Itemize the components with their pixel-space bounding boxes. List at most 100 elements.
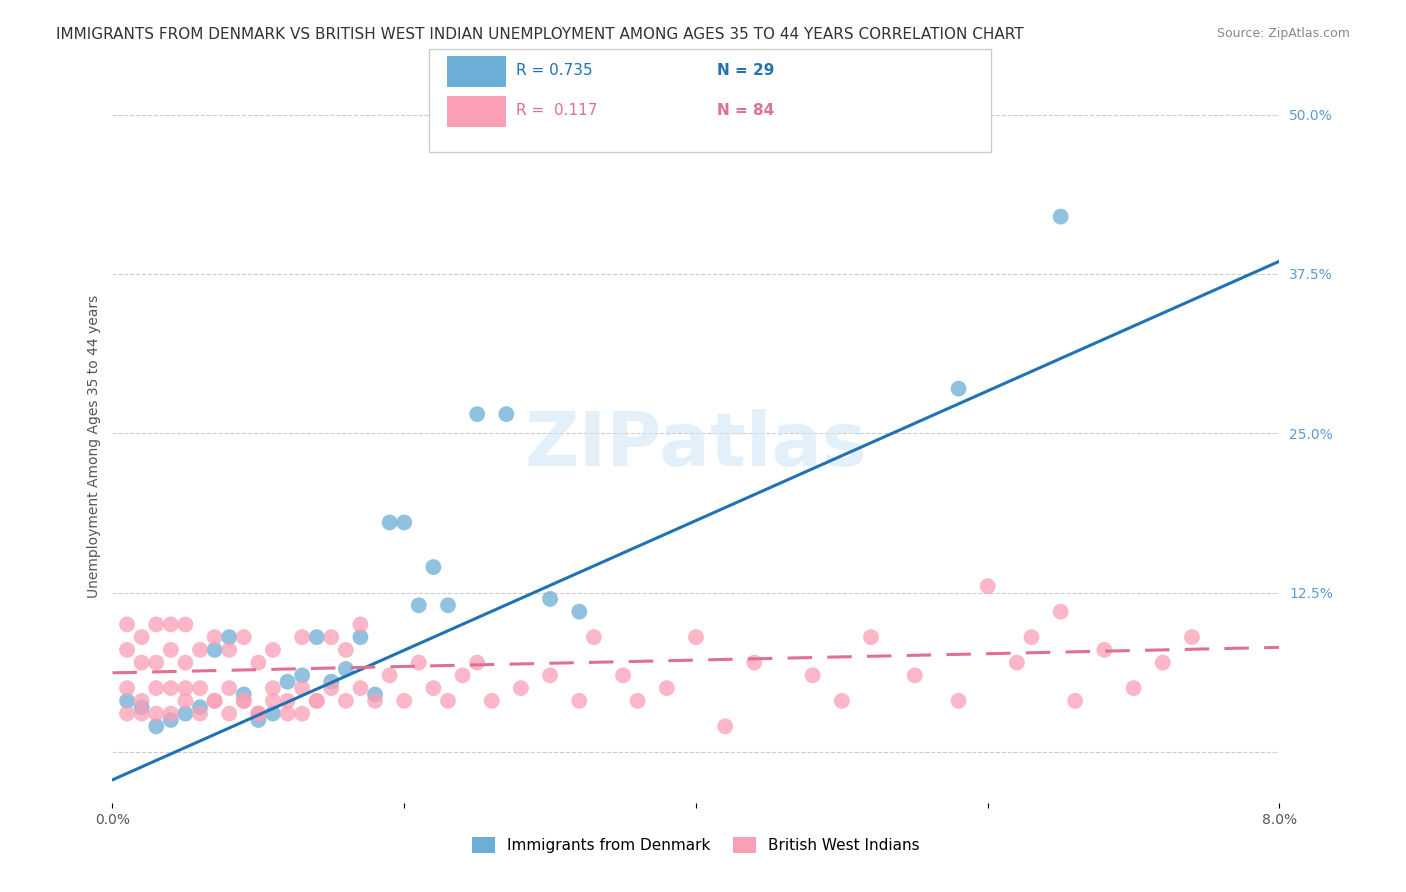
Point <box>349 630 371 644</box>
Point <box>115 681 138 695</box>
Text: N = 84: N = 84 <box>717 103 775 118</box>
Point <box>394 694 416 708</box>
Point <box>160 617 183 632</box>
Point <box>160 706 183 721</box>
Point <box>145 681 167 695</box>
Point <box>232 694 254 708</box>
Point <box>904 668 927 682</box>
Point <box>218 681 240 695</box>
Point <box>976 579 998 593</box>
Point <box>714 719 737 733</box>
Point <box>247 713 270 727</box>
Point <box>509 681 531 695</box>
Point <box>349 617 371 632</box>
Point <box>131 630 153 644</box>
Point <box>335 643 357 657</box>
Point <box>174 706 197 721</box>
Text: R =  0.117: R = 0.117 <box>516 103 598 118</box>
Point <box>1152 656 1174 670</box>
Point <box>801 668 824 682</box>
Point <box>451 668 474 682</box>
Point <box>145 656 167 670</box>
Point <box>247 706 270 721</box>
Point <box>859 630 883 644</box>
Point <box>378 668 401 682</box>
Point <box>481 694 503 708</box>
Point <box>655 681 678 695</box>
Point <box>115 643 138 657</box>
Point <box>305 630 328 644</box>
Point <box>160 643 183 657</box>
Point <box>115 694 138 708</box>
Point <box>247 656 270 670</box>
Point <box>305 694 328 708</box>
Point <box>160 681 183 695</box>
Point <box>131 694 153 708</box>
Text: R = 0.735: R = 0.735 <box>516 63 592 78</box>
Point <box>174 694 197 708</box>
Point <box>188 643 211 657</box>
Point <box>538 591 561 606</box>
Point <box>276 706 298 721</box>
Point <box>495 407 517 421</box>
Point <box>378 516 401 530</box>
Point <box>204 694 226 708</box>
Point <box>349 681 371 695</box>
Text: Source: ZipAtlas.com: Source: ZipAtlas.com <box>1216 27 1350 40</box>
Point <box>145 706 167 721</box>
Point <box>465 407 488 421</box>
Point <box>262 643 284 657</box>
Point <box>1005 656 1028 670</box>
Point <box>1122 681 1144 695</box>
Point <box>1049 210 1071 224</box>
Point <box>131 706 153 721</box>
Point <box>1049 605 1071 619</box>
Point <box>204 694 226 708</box>
Point <box>291 706 314 721</box>
Point <box>174 617 197 632</box>
Point <box>568 694 591 708</box>
Point <box>131 656 153 670</box>
Point <box>1094 643 1116 657</box>
Point <box>321 681 343 695</box>
Point <box>408 599 430 613</box>
Text: ZIPatlas: ZIPatlas <box>524 409 868 483</box>
Point <box>437 599 460 613</box>
Point <box>1064 694 1087 708</box>
Point <box>627 694 650 708</box>
Point <box>582 630 605 644</box>
Point <box>160 713 183 727</box>
Point <box>437 694 460 708</box>
Text: IMMIGRANTS FROM DENMARK VS BRITISH WEST INDIAN UNEMPLOYMENT AMONG AGES 35 TO 44 : IMMIGRANTS FROM DENMARK VS BRITISH WEST … <box>56 27 1024 42</box>
Point <box>612 668 634 682</box>
Point <box>948 382 970 396</box>
Point <box>1181 630 1204 644</box>
Point <box>204 630 226 644</box>
Point <box>115 617 138 632</box>
Point <box>276 674 298 689</box>
Point <box>188 706 211 721</box>
Point <box>742 656 765 670</box>
Point <box>188 700 211 714</box>
Point <box>422 560 444 574</box>
Point <box>115 706 138 721</box>
Point <box>538 668 561 682</box>
Point <box>335 694 357 708</box>
Point <box>422 681 444 695</box>
Point <box>262 706 284 721</box>
Legend: Immigrants from Denmark, British West Indians: Immigrants from Denmark, British West In… <box>465 831 927 859</box>
Point <box>568 605 591 619</box>
Point <box>291 681 314 695</box>
Point <box>145 719 167 733</box>
Point <box>291 668 314 682</box>
Point <box>364 694 387 708</box>
Point <box>394 516 416 530</box>
Point <box>232 694 254 708</box>
Text: N = 29: N = 29 <box>717 63 775 78</box>
Point <box>131 700 153 714</box>
Point <box>262 694 284 708</box>
Point <box>145 617 167 632</box>
Point <box>276 694 298 708</box>
Point <box>218 643 240 657</box>
Point <box>948 694 970 708</box>
